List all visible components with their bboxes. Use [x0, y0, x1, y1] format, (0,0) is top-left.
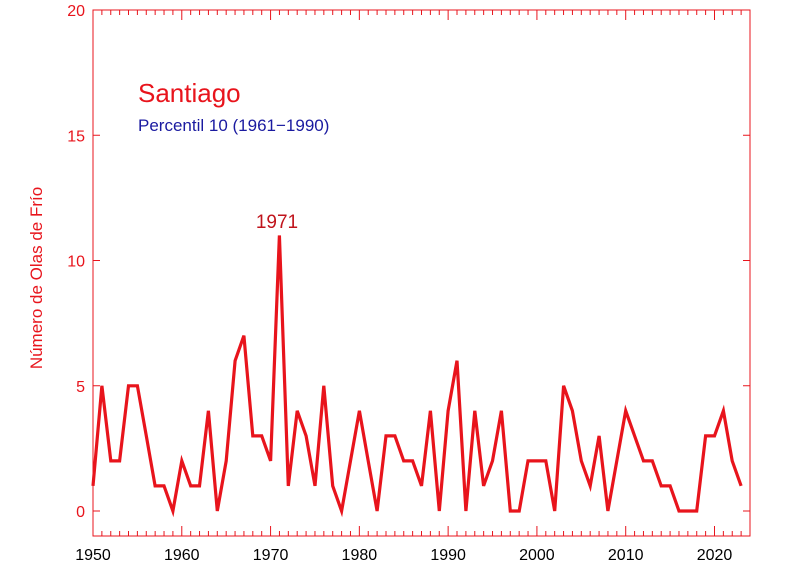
x-tick-label: 2010 [608, 547, 644, 564]
x-tick-label: 2020 [697, 547, 733, 564]
peak-annotation: 1971 [256, 212, 298, 233]
x-tick-label: 1970 [253, 547, 289, 564]
series-layer [91, 235, 743, 518]
x-tick-label: 1950 [75, 547, 111, 564]
y-tick-label: 5 [76, 379, 85, 396]
y-tick-label: 15 [67, 128, 85, 145]
y-axis-ticks: 0 5 10 15 20 [67, 3, 750, 521]
chart-subtitle: Percentil 10 (1961−1990) [138, 116, 329, 135]
y-tick-label: 10 [67, 254, 85, 271]
y-tick-label: 0 [76, 504, 85, 521]
x-tick-label: 1960 [164, 547, 200, 564]
y-tick-label: 20 [67, 3, 85, 20]
chart-title: Santiago [138, 78, 241, 108]
y-axis-label: Número de Olas de Frío [27, 187, 46, 369]
x-tick-label: 2000 [519, 547, 555, 564]
series-line [91, 235, 743, 518]
x-tick-label: 1980 [342, 547, 378, 564]
x-tick-label: 1990 [430, 547, 466, 564]
x-axis-ticks: 1950 1960 1970 1980 1990 2000 2010 2020 [75, 10, 751, 564]
